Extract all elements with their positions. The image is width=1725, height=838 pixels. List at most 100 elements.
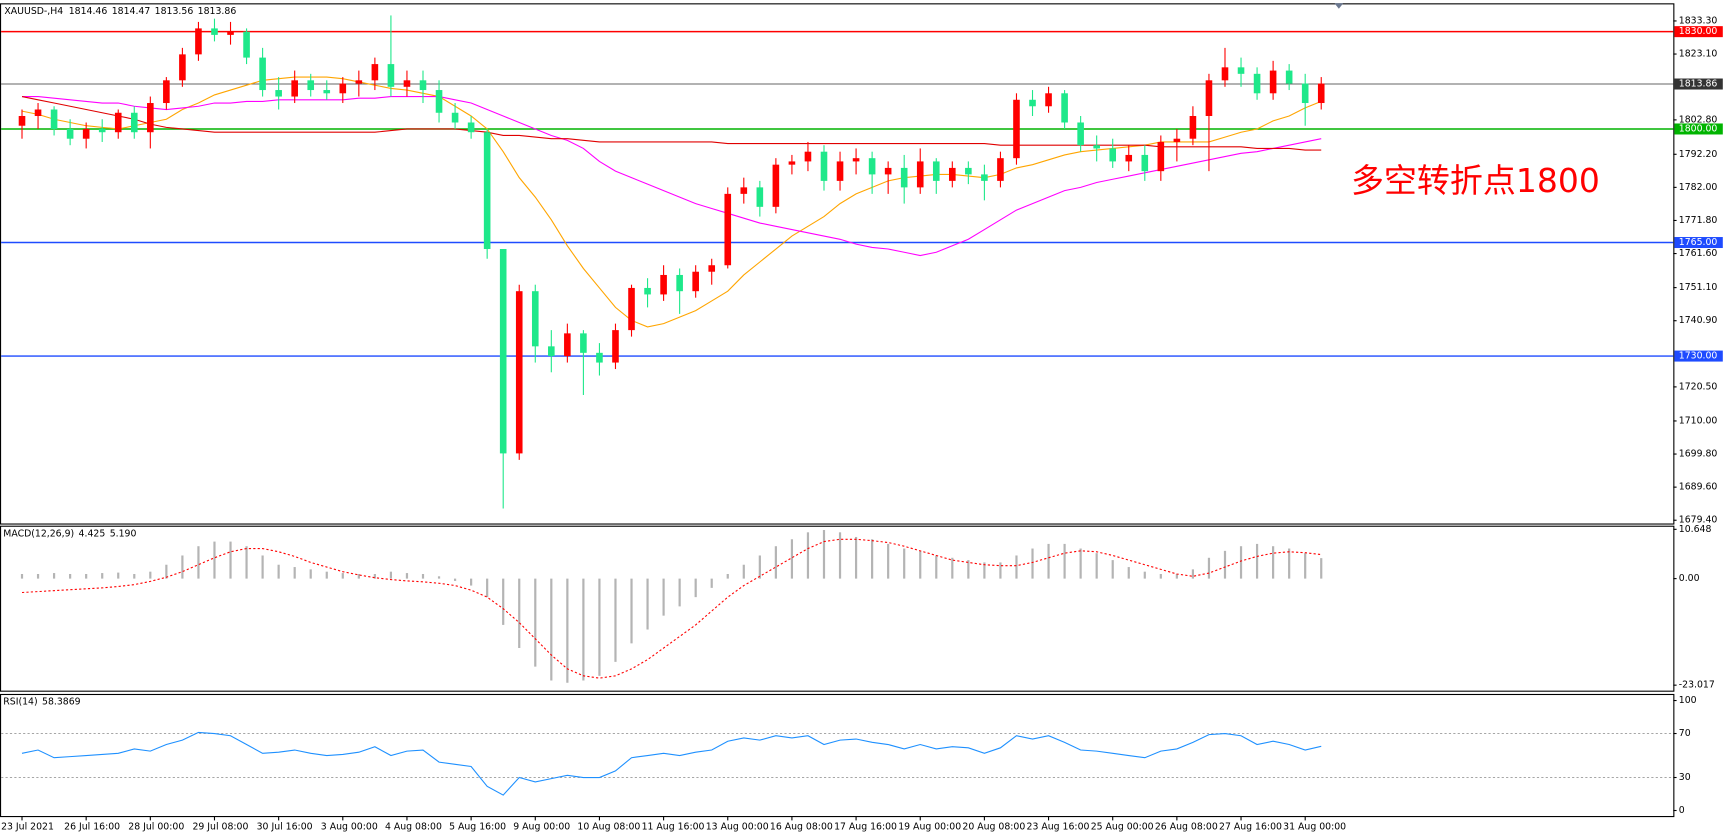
y-tick-label: 10.648 — [1679, 524, 1712, 535]
candle-body — [900, 167, 908, 188]
candle-body — [1141, 154, 1149, 172]
candle-body — [435, 90, 443, 113]
rsi-title: RSI(14) — [3, 696, 37, 707]
candle-body — [227, 31, 234, 35]
candle-body — [580, 333, 587, 353]
moving-average — [21, 95, 1322, 151]
candle-body — [692, 271, 699, 292]
candle-body — [548, 346, 555, 357]
moving-average — [22, 95, 1322, 257]
candle-body — [949, 167, 956, 181]
shift-marker — [1334, 3, 1344, 9]
y-tick-label: 1740.90 — [1679, 315, 1718, 326]
y-tick-label: 100 — [1679, 695, 1697, 706]
y-tick-label: 1761.60 — [1679, 248, 1718, 259]
x-tick-label: 11 Aug 16:00 — [642, 822, 705, 833]
candle-body — [515, 291, 523, 454]
candle-body — [179, 54, 186, 81]
candle-body — [916, 161, 924, 188]
candle-body — [82, 128, 90, 139]
y-tick-label: 1782.00 — [1679, 182, 1718, 193]
macd-main: 4.425 — [79, 528, 106, 539]
rsi-panel — [0, 693, 1675, 818]
candle-body — [756, 187, 764, 207]
rsi-header: RSI(14) 58.3869 — [3, 696, 80, 707]
candle-body — [1285, 70, 1293, 84]
candle-body — [1061, 93, 1068, 123]
last-open: 1814.46 — [69, 5, 108, 16]
candle-body — [403, 80, 411, 87]
candle-body — [772, 164, 780, 207]
candle-body — [1269, 70, 1277, 94]
candle-body — [1125, 154, 1133, 162]
candle-body — [355, 80, 363, 84]
candle-body — [339, 83, 347, 94]
y-tick-label: 1679.40 — [1679, 515, 1718, 526]
x-tick-label: 30 Jul 16:00 — [257, 822, 313, 833]
candle-body — [130, 112, 138, 133]
last-low: 1813.56 — [155, 5, 194, 16]
x-tick-label: 3 Aug 00:00 — [321, 822, 378, 833]
x-tick-label: 17 Aug 16:00 — [834, 822, 897, 833]
y-tick-label: 1802.80 — [1679, 114, 1718, 125]
candle-body — [1301, 83, 1309, 104]
level-label: 1800.00 — [1679, 123, 1718, 134]
x-tick-label: 20 Aug 08:00 — [962, 822, 1025, 833]
candle-body — [1077, 122, 1084, 146]
y-tick-label: 1833.30 — [1679, 15, 1718, 26]
candle-body — [1157, 141, 1165, 172]
y-tick-label: 1699.80 — [1679, 449, 1718, 460]
candle-body — [965, 167, 972, 175]
candle-body — [740, 187, 748, 194]
candle-body — [371, 64, 379, 81]
candle-body — [1189, 116, 1197, 139]
candle-body — [612, 330, 619, 363]
candle-body — [1013, 99, 1020, 159]
candle-body — [291, 80, 298, 97]
candle-body — [419, 80, 427, 91]
candle-body — [163, 80, 170, 104]
candle-body — [195, 28, 202, 55]
candle-body — [852, 158, 860, 162]
candle-body — [18, 116, 26, 126]
y-tick-label: 1823.10 — [1679, 49, 1718, 60]
x-tick-label: 27 Aug 16:00 — [1219, 822, 1282, 833]
candle-body — [387, 64, 395, 87]
y-tick-label: 70 — [1679, 728, 1691, 739]
candle-body — [596, 352, 603, 363]
y-tick-label: 1720.50 — [1679, 381, 1718, 392]
candle-body — [243, 31, 250, 58]
level-box — [1674, 26, 1723, 38]
plot-layer: 1833.30 1823.10 1802.80 1792.20 1782.00 1771.… — [1, 15, 1723, 833]
rsi-line — [21, 731, 1322, 796]
candle-body — [981, 174, 988, 181]
x-tick-label: 5 Aug 16:00 — [449, 822, 506, 833]
candle-body — [804, 151, 812, 162]
x-tick-label: 4 Aug 08:00 — [385, 822, 442, 833]
macd-header: MACD(12,26,9) 4.425 5.190 — [3, 528, 136, 539]
candle-body — [932, 161, 940, 181]
candle-body — [66, 128, 74, 139]
candle-body — [1317, 83, 1325, 104]
level-label: 1730.00 — [1679, 351, 1718, 362]
candle-body — [1205, 80, 1213, 117]
candle-body — [50, 109, 58, 129]
candle-body — [307, 80, 315, 91]
level-box — [1674, 123, 1723, 135]
y-tick-label: 0.00 — [1679, 573, 1700, 584]
candle-body — [499, 249, 507, 454]
candle-body — [323, 90, 331, 94]
candle-body — [114, 112, 122, 133]
x-tick-label: 16 Aug 08:00 — [770, 822, 833, 833]
candle-body — [531, 291, 539, 347]
annotation: 多空转折点1800 — [1351, 161, 1600, 200]
price-header: XAUUSD-,H4 1814.46 1814.47 1813.56 1813.86 — [4, 5, 236, 16]
level-box — [1674, 350, 1723, 362]
signal-line — [21, 538, 1322, 679]
y-tick-label: 1710.00 — [1679, 415, 1718, 426]
candle-body — [1045, 93, 1052, 107]
x-tick-label: 13 Aug 00:00 — [706, 822, 769, 833]
macd-title: MACD(12,26,9) — [3, 528, 74, 539]
